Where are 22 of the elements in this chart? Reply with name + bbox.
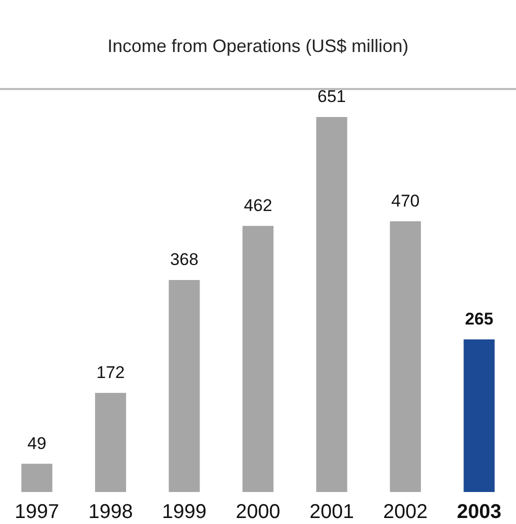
x-tick-label: 2003 — [456, 501, 502, 523]
bar — [168, 280, 200, 492]
bar — [95, 392, 126, 492]
bar — [316, 117, 348, 492]
data-label: 49 — [27, 434, 46, 453]
data-label: 470 — [391, 191, 420, 210]
bar — [242, 226, 274, 492]
bar — [464, 339, 495, 492]
bar — [390, 221, 421, 492]
chart-title: Income from Operations (US$ million) — [107, 36, 409, 56]
x-tick-label: 1997 — [14, 501, 60, 523]
data-label: 172 — [96, 362, 125, 382]
x-tick-label: 2000 — [236, 501, 280, 523]
x-tick-label: 2002 — [383, 501, 428, 523]
data-label: 368 — [170, 250, 198, 270]
x-tick-label: 1999 — [162, 501, 207, 523]
data-label: 462 — [244, 196, 272, 215]
x-tick-label: 1998 — [88, 501, 133, 523]
data-label: 265 — [464, 309, 494, 328]
bar — [21, 464, 52, 492]
x-tick-label: 2001 — [309, 501, 354, 523]
data-label: 651 — [318, 87, 346, 106]
